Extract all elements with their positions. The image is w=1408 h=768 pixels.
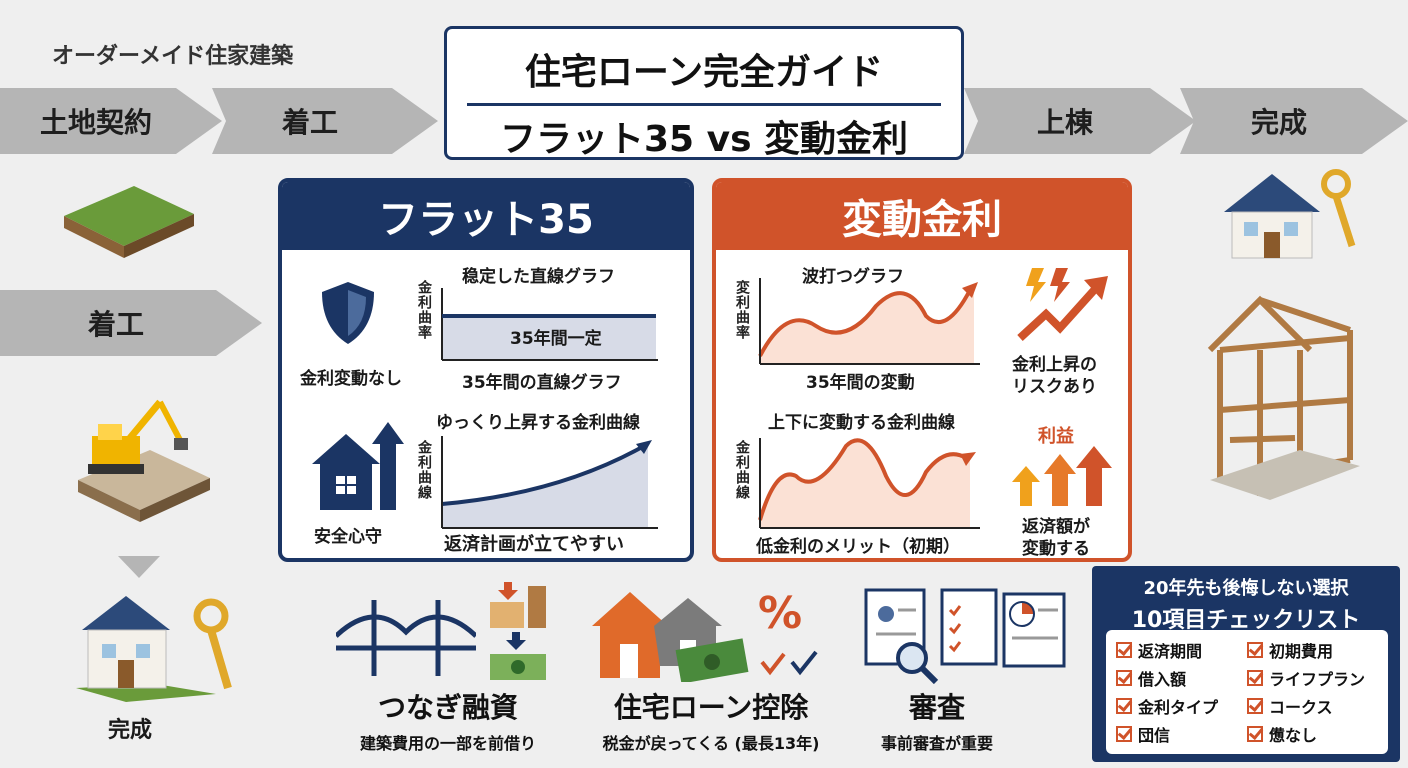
house-frame-icon [1207, 295, 1360, 500]
slow-rise-chart [441, 436, 658, 529]
checklist-item: 金利タイプ [1116, 694, 1247, 718]
fluctuating-rate-chart [758, 438, 980, 529]
wave-chart-caption: 35年間の変動 [806, 373, 915, 393]
variable-panel: 変動金利 波打つグラフ 変利曲率 35年間の変動 金利上昇の リスクあり 上下に… [712, 178, 1132, 562]
stable-rate-chart [441, 288, 658, 361]
checklist-item-label: 憊なし [1269, 726, 1318, 745]
stable-chart-inner-label: 35年間一定 [510, 329, 602, 349]
page-subtitle: フラット35 vs 変動金利 [499, 119, 909, 160]
step-label: 土地契約 [39, 106, 152, 139]
checklist-item-label: コークス [1269, 698, 1333, 717]
home-up-arrow-icon [312, 422, 404, 510]
checklist-item: 借入額 [1116, 666, 1247, 690]
flat35-panel: フラット35 金利変動なし 稳定した直線グラフ 金利曲率 35年間一定 35年間… [278, 178, 694, 562]
stable-chart-title: 稳定した直線グラフ [462, 267, 615, 287]
step-label: 着工 [87, 308, 144, 341]
title-box: 住宅ローン完全ガイド フラット35 vs 変動金利 [444, 26, 964, 160]
checkbox-icon [1247, 698, 1263, 714]
bridge-icon [336, 600, 476, 676]
checklist-item: 団信 [1116, 722, 1247, 746]
checklist-item: 返済期間 [1116, 638, 1247, 662]
flat35-header: フラット35 [282, 182, 690, 250]
step-label: 完成 [1250, 106, 1307, 139]
checklist-item: コークス [1247, 694, 1378, 718]
checklist-subheading: 10項目チェックリスト [1131, 608, 1361, 633]
slow-rise-chart-axis: 金利曲線 [416, 440, 432, 500]
finished-house-key-icon [76, 596, 232, 702]
fluctuating-chart-title: 上下に変動する金利曲線 [768, 413, 955, 433]
down-triangle-icon [118, 556, 160, 578]
screening-feature: 審査 事前審査が重要 [862, 686, 1012, 754]
profit-label: 利益 [1038, 426, 1074, 447]
checklist-item: 憊なし [1247, 722, 1378, 746]
shield-icon [322, 282, 374, 344]
checklist-items: 返済期間 初期費用 借入額 ライフプラン 金利タイプ コークス 団信 憊なし [1106, 630, 1388, 754]
up-arrows-icon [1012, 446, 1112, 506]
checkbox-icon [1247, 670, 1263, 686]
bridge-loan-feature: つなぎ融資 建築費用の一部を前借り [328, 686, 568, 754]
complete-label-bottom: 完成 [108, 718, 153, 743]
step-arrow-framing: 上棟 [964, 88, 1196, 154]
excavator-icon [78, 399, 210, 522]
check-marks-icon [760, 650, 818, 676]
checklist-item: 初期費用 [1247, 638, 1378, 662]
stable-chart-caption: 35年間の直線グラフ [462, 373, 622, 393]
checklist-item-label: ライフプラン [1269, 670, 1366, 689]
side-arrow-construction: 着工 [0, 290, 262, 356]
wave-rate-chart [758, 278, 980, 365]
screening-sub: 事前審査が重要 [880, 734, 993, 753]
documents-magnifier-icon [864, 588, 1066, 684]
screening-title: 審査 [908, 691, 965, 724]
checkbox-icon [1247, 726, 1263, 742]
loan-transfer-icon [490, 582, 546, 680]
lightning-rising-arrow-icon [1017, 268, 1108, 341]
slow-rise-chart-title: ゆっくり上昇する金利曲線 [436, 413, 640, 433]
checklist-item: ライフプラン [1247, 666, 1378, 690]
slow-rise-chart-caption: 返済計画が立てやすい [444, 534, 624, 555]
mortgage-deduction-feature: 住宅ローン控除 税金が戻ってくる (最長13年) [566, 686, 856, 754]
stable-chart-axis: 金利曲率 [416, 280, 432, 340]
checkbox-icon [1247, 642, 1263, 658]
payment-label-1: 返済額が [1022, 517, 1090, 537]
page-title: 住宅ローン完全ガイド [524, 52, 884, 93]
checklist-item-label: 団信 [1138, 726, 1171, 745]
mortgage-deduction-title: 住宅ローン控除 [613, 691, 809, 724]
risk-label-1: 金利上昇の [1012, 355, 1097, 375]
step-arrow-land-contract: 土地契約 [0, 88, 222, 154]
checkbox-icon [1116, 642, 1132, 658]
risk-label-2: リスクあり [1012, 377, 1097, 397]
checklist-item-label: 初期費用 [1269, 642, 1334, 661]
checkbox-icon [1116, 698, 1132, 714]
house-key-icon [1224, 169, 1356, 259]
step-label: 着工 [281, 106, 338, 139]
no-rate-change-label: 金利変動なし [300, 369, 402, 389]
wave-chart-axis: 変利曲率 [734, 280, 750, 340]
houses-money-icon [592, 592, 749, 682]
checklist-heading: 20年先も後悔しない選択 [1143, 578, 1349, 599]
variable-header: 変動金利 [716, 182, 1128, 250]
step-arrow-complete: 完成 [1180, 88, 1408, 154]
fluctuating-chart-caption: 低金利のメリット（初期） [756, 537, 960, 557]
checklist-panel: 20年先も後悔しない選択 10項目チェックリスト 返済期間 初期費用 借入額 ラ… [1092, 566, 1400, 762]
wave-chart-title: 波打つグラフ [802, 267, 904, 287]
bridge-loan-sub: 建築費用の一部を前借り [359, 734, 536, 753]
checklist-item-label: 金利タイプ [1138, 698, 1219, 717]
bridge-loan-title: つなぎ融資 [377, 691, 518, 724]
title-divider [467, 103, 941, 106]
checklist-item-label: 返済期間 [1138, 642, 1203, 661]
step-arrow-construction: 着工 [212, 88, 438, 154]
step-label: 上棟 [1036, 106, 1093, 139]
mortgage-deduction-sub: 税金が戻ってくる (最長13年) [602, 734, 820, 753]
checkbox-icon [1116, 670, 1132, 686]
checklist-item-label: 借入額 [1138, 670, 1187, 689]
top-label: オーダーメイド住家建築 [52, 44, 294, 69]
land-plot-icon [64, 186, 194, 258]
checkbox-icon [1116, 726, 1132, 742]
percent-icon: % [758, 588, 803, 639]
fluctuating-chart-axis: 金利曲線 [734, 440, 750, 500]
safety-label: 安全心守 [314, 527, 382, 547]
payment-label-2: 変動する [1022, 539, 1090, 559]
